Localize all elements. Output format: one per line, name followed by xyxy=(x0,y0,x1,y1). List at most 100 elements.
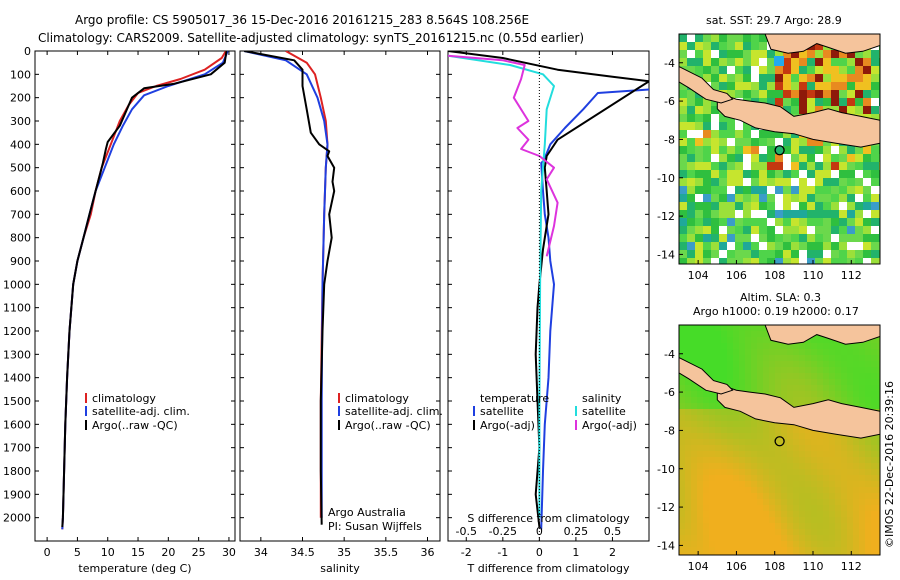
sla-cell xyxy=(823,505,829,511)
x-tick-label: 0 xyxy=(536,546,543,559)
sst-cell xyxy=(815,66,823,74)
sst-cell xyxy=(775,178,783,186)
sla-cell xyxy=(697,487,703,493)
sla-cell xyxy=(841,505,847,511)
sla-cell xyxy=(775,505,781,511)
sla-cell xyxy=(739,373,745,379)
sla-cell xyxy=(829,397,835,403)
sla-cell xyxy=(721,379,727,385)
sla-cell xyxy=(877,481,880,487)
sla-cell xyxy=(769,451,775,457)
sla-cell xyxy=(757,451,763,457)
sla-cell xyxy=(733,457,739,463)
sst-cell xyxy=(815,226,823,234)
sst-cell xyxy=(783,250,791,258)
sst-cell xyxy=(759,194,767,202)
sla-cell xyxy=(781,445,787,451)
sla-cell xyxy=(691,337,697,343)
sst-cell xyxy=(735,242,743,250)
sla-cell xyxy=(751,355,757,361)
sst-cell xyxy=(727,258,735,264)
sla-cell xyxy=(727,481,733,487)
sla-cell xyxy=(775,547,781,553)
x-axis-label: temperature (deg C) xyxy=(78,562,191,575)
sst-cell xyxy=(703,170,711,178)
sst-cell xyxy=(791,162,799,170)
sla-cell xyxy=(871,457,877,463)
sla-cell xyxy=(781,529,787,535)
sla-cell xyxy=(787,511,793,517)
sla-cell xyxy=(757,517,763,523)
sla-cell xyxy=(823,475,829,481)
sst-cell xyxy=(855,74,863,82)
sla-cell xyxy=(793,427,799,433)
header-line2: Climatology: CARS2009. Satellite-adjuste… xyxy=(38,31,584,45)
sla-cell xyxy=(757,361,763,367)
sla-cell xyxy=(829,553,835,555)
sla-cell xyxy=(745,517,751,523)
sst-cell xyxy=(871,218,879,226)
sla-cell xyxy=(799,523,805,529)
difference-panel: -2 -1 0 1 2T difference from climatology-0.5… xyxy=(447,50,650,575)
sla-cell xyxy=(727,541,733,547)
sla-cell xyxy=(841,481,847,487)
sst-cell xyxy=(831,218,839,226)
sst-cell xyxy=(823,82,831,90)
sst-cell xyxy=(719,218,727,226)
legend-satellite: satellite-adj. clim. xyxy=(345,405,443,418)
sst-cell xyxy=(743,242,751,250)
sla-cell xyxy=(679,451,685,457)
sla-cell xyxy=(841,547,847,553)
sst-cell xyxy=(871,106,879,114)
sst-cell xyxy=(727,58,735,66)
sst-cell xyxy=(871,114,879,122)
sla-cell xyxy=(835,391,841,397)
sla-cell xyxy=(877,397,880,403)
sla-cell xyxy=(853,547,859,553)
sla-cell xyxy=(721,433,727,439)
sst-cell xyxy=(839,234,847,242)
sla-cell xyxy=(823,361,829,367)
sla-cell xyxy=(697,325,703,331)
sst-cell xyxy=(799,170,807,178)
sla-cell xyxy=(715,499,721,505)
sst-cell xyxy=(807,82,815,90)
sla-cell xyxy=(877,511,880,517)
sst-cell xyxy=(719,74,727,82)
sst-cell xyxy=(719,242,727,250)
sla-cell xyxy=(787,445,793,451)
sla-cell xyxy=(745,433,751,439)
sla-cell xyxy=(799,541,805,547)
sst-cell xyxy=(807,162,815,170)
sst-cell xyxy=(727,82,735,90)
sst-cell xyxy=(791,74,799,82)
sst-cell xyxy=(727,50,735,58)
sla-cell xyxy=(835,451,841,457)
sst-cell xyxy=(743,42,751,50)
sla-cell xyxy=(697,451,703,457)
sla-cell xyxy=(817,469,823,475)
sla-cell xyxy=(781,367,787,373)
sla-cell xyxy=(727,373,733,379)
sla-cell xyxy=(709,517,715,523)
sla-cell xyxy=(739,547,745,553)
sla-cell xyxy=(841,457,847,463)
sla-cell xyxy=(733,445,739,451)
sla-cell xyxy=(871,541,877,547)
sla-cell xyxy=(859,451,865,457)
sla-cell xyxy=(823,337,829,343)
sla-cell xyxy=(775,445,781,451)
sla-cell xyxy=(721,487,727,493)
sla-cell xyxy=(715,373,721,379)
sla-cell xyxy=(709,433,715,439)
sla-cell xyxy=(709,553,715,555)
sla-cell xyxy=(745,511,751,517)
sla-cell xyxy=(691,505,697,511)
sla-cell xyxy=(721,439,727,445)
sla-cell xyxy=(679,535,685,541)
sla-cell xyxy=(757,469,763,475)
sla-cell xyxy=(835,355,841,361)
sla-cell xyxy=(865,457,871,463)
sla-cell xyxy=(871,439,877,445)
sla-cell xyxy=(841,445,847,451)
